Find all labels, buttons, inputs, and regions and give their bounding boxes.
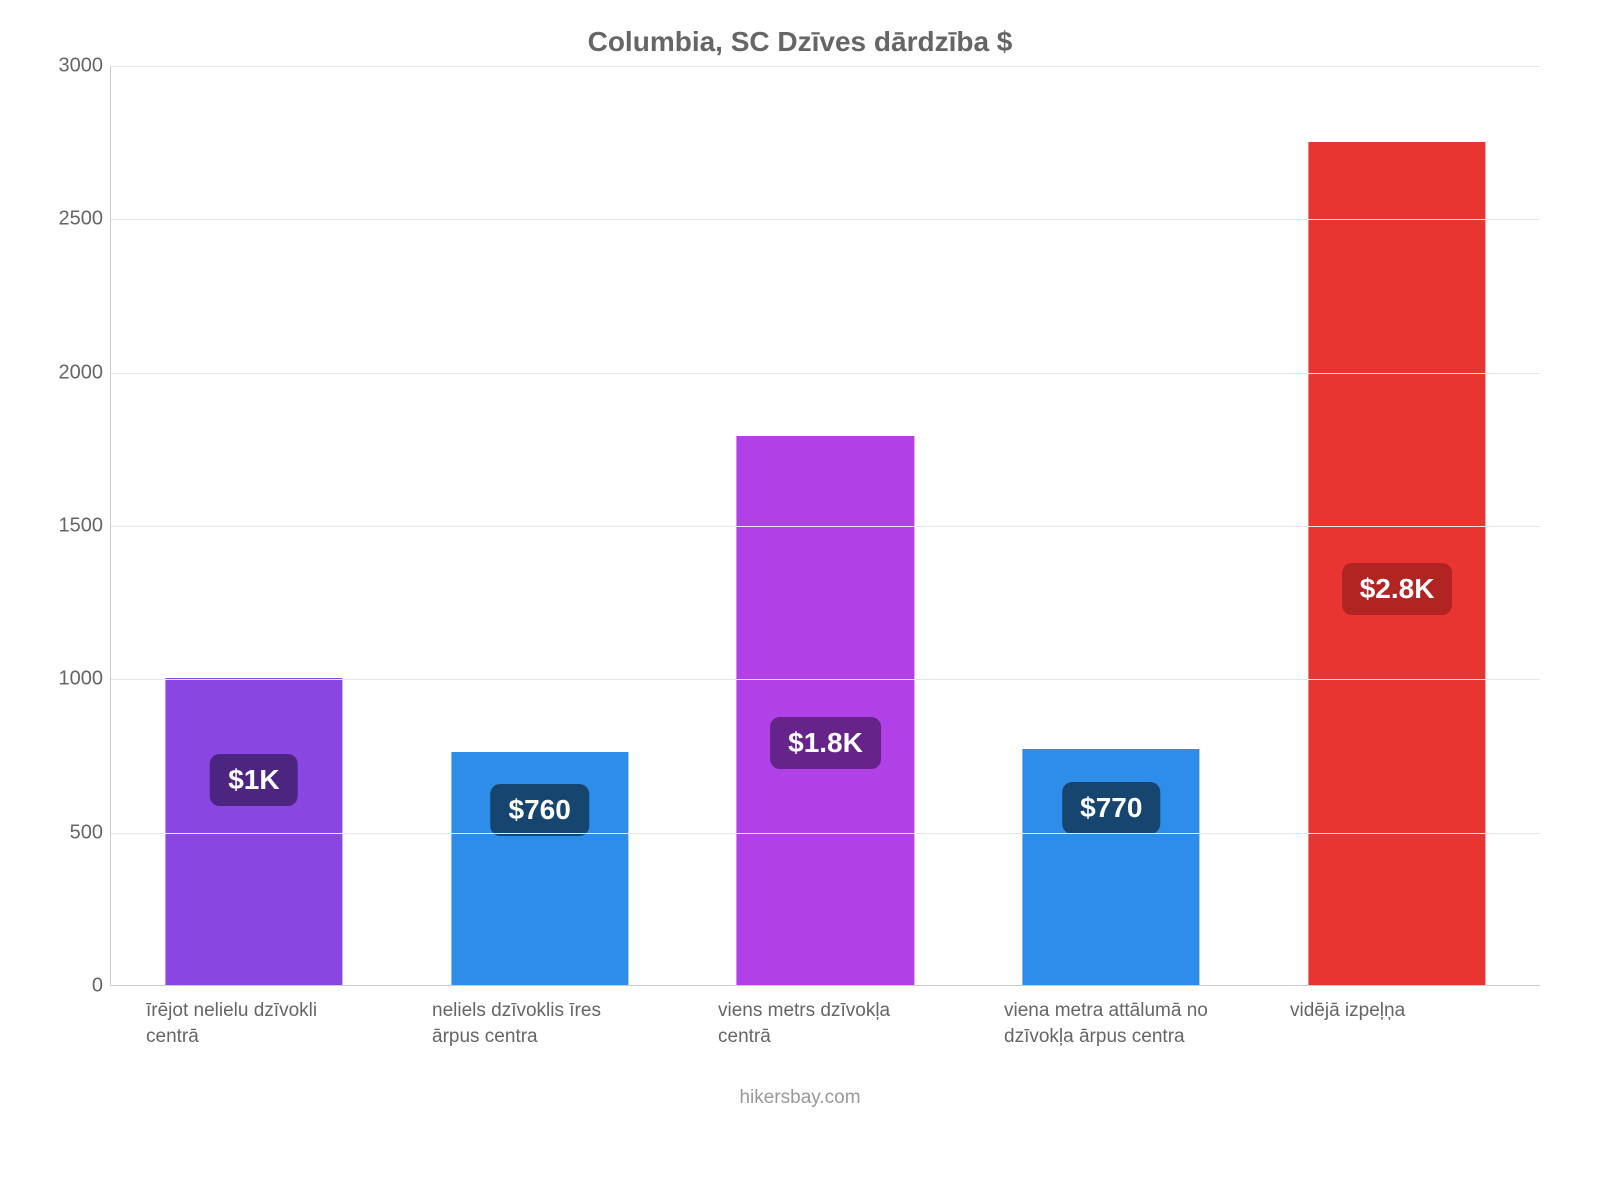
chart-container: Columbia, SC Dzīves dārdzība $ $1K $760 $1…	[0, 0, 1600, 1200]
chart-credit: hikersbay.com	[40, 1087, 1560, 1109]
gridline	[111, 526, 1540, 527]
bar-value-badge: $760	[491, 784, 589, 836]
gridline	[111, 373, 1540, 374]
bar-value-badge: $770	[1062, 782, 1160, 834]
x-axis-label: viens metrs dzīvokļa centrā	[718, 998, 938, 1049]
x-axis-label: viena metra attālumā no dzīvokļa ārpus c…	[1004, 998, 1224, 1049]
x-axis-label: īrējot nelielu dzīvokli centrā	[146, 998, 366, 1049]
plot-area: $1K$760$1.8K$770$2.8K 050010001500200025…	[110, 66, 1540, 986]
y-tick-label: 1000	[55, 668, 103, 691]
chart-title: Columbia, SC Dzīves dārdzība $	[40, 26, 1560, 58]
y-tick-label: 3000	[55, 55, 103, 78]
y-tick-label: 2500	[55, 208, 103, 231]
bar-value-badge: $1.8K	[770, 717, 881, 769]
x-label-slot: īrējot nelielu dzīvokli centrā	[110, 998, 396, 1049]
x-label-slot: neliels dzīvoklis īres ārpus centra	[396, 998, 682, 1049]
bar: $1.8K	[737, 436, 914, 985]
y-tick-label: 0	[55, 975, 103, 998]
bar: $770	[1023, 749, 1200, 985]
x-label-slot: viena metra attālumā no dzīvokļa ārpus c…	[968, 998, 1254, 1049]
gridline	[111, 66, 1540, 67]
y-tick-label: 1500	[55, 515, 103, 538]
gridline	[111, 833, 1540, 834]
y-tick-label: 500	[55, 821, 103, 844]
bar-value-badge: $1K	[210, 754, 297, 806]
gridline	[111, 219, 1540, 220]
y-tick-label: 2000	[55, 361, 103, 384]
x-label-slot: viens metrs dzīvokļa centrā	[682, 998, 968, 1049]
x-axis-label: vidējā izpeļņa	[1290, 998, 1510, 1024]
x-label-slot: vidējā izpeļņa	[1254, 998, 1540, 1049]
x-axis-label: neliels dzīvoklis īres ārpus centra	[432, 998, 652, 1049]
bar: $2.8K	[1308, 142, 1485, 985]
x-axis-labels: īrējot nelielu dzīvokli centrā neliels dz…	[110, 998, 1540, 1049]
bar: $760	[451, 752, 628, 985]
gridline	[111, 679, 1540, 680]
bar-value-badge: $2.8K	[1342, 563, 1453, 615]
